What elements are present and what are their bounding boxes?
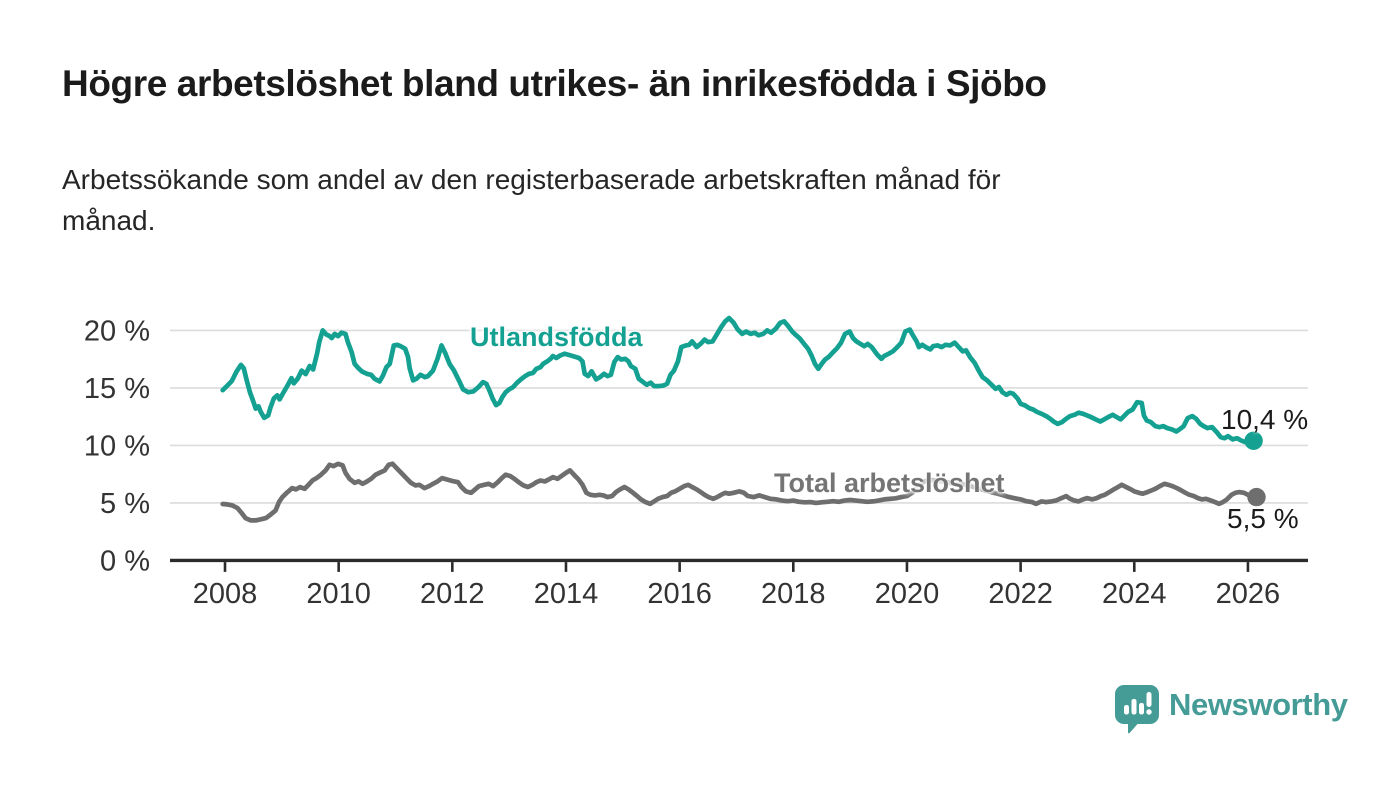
- newsworthy-wordmark: Newsworthy: [1169, 687, 1348, 722]
- end-value-label-utlandsfodda: 10,4 %: [1221, 404, 1309, 435]
- chart-subtitle-line-2: månad.: [62, 205, 156, 236]
- x-tick-label-2012: 2012: [420, 578, 485, 610]
- series-end-dot-total-arbetsloshet: [1247, 487, 1266, 507]
- x-tick-label-2024: 2024: [1102, 578, 1167, 610]
- newsworthy-bubble-chart-icon: [1115, 685, 1159, 734]
- y-tick-label-10: 10 %: [84, 430, 150, 462]
- y-tick-label-20: 20 %: [84, 315, 150, 347]
- x-tick-label-2020: 2020: [875, 578, 940, 610]
- x-tick-label-2016: 2016: [647, 578, 712, 610]
- x-tick-label-2010: 2010: [306, 578, 371, 610]
- y-tick-label-5: 5 %: [100, 488, 150, 520]
- x-tick-label-2014: 2014: [534, 578, 599, 610]
- end-value-label-total-arbetsloshet: 5,5 %: [1227, 503, 1299, 534]
- series-label-utlandsfodda: Utlandsfödda: [470, 322, 643, 352]
- x-tick-label-2008: 2008: [193, 578, 258, 610]
- y-tick-label-15: 15 %: [84, 373, 150, 405]
- chart-subtitle-line-1: Arbetssökande som andel av den registerb…: [62, 164, 1001, 195]
- x-tick-label-2026: 2026: [1216, 578, 1281, 610]
- x-tick-label-2022: 2022: [988, 578, 1053, 610]
- x-tick-label-2018: 2018: [761, 578, 826, 610]
- series-label-total-arbetsloshet: Total arbetslöshet: [774, 468, 1005, 498]
- chart-subtitle: Arbetssökande som andel av den registerb…: [62, 159, 1001, 241]
- series-end-dot-utlandsfodda: [1244, 431, 1263, 450]
- series-line-total-arbetsloshet: [220, 461, 1259, 523]
- y-tick-label-0: 0 %: [100, 545, 150, 577]
- page-title: Högre arbetslöshet bland utrikes- än inr…: [62, 63, 1047, 104]
- series-line-utlandsfodda: [220, 315, 1256, 445]
- newsworthy-logo: Newsworthy: [1114, 684, 1348, 734]
